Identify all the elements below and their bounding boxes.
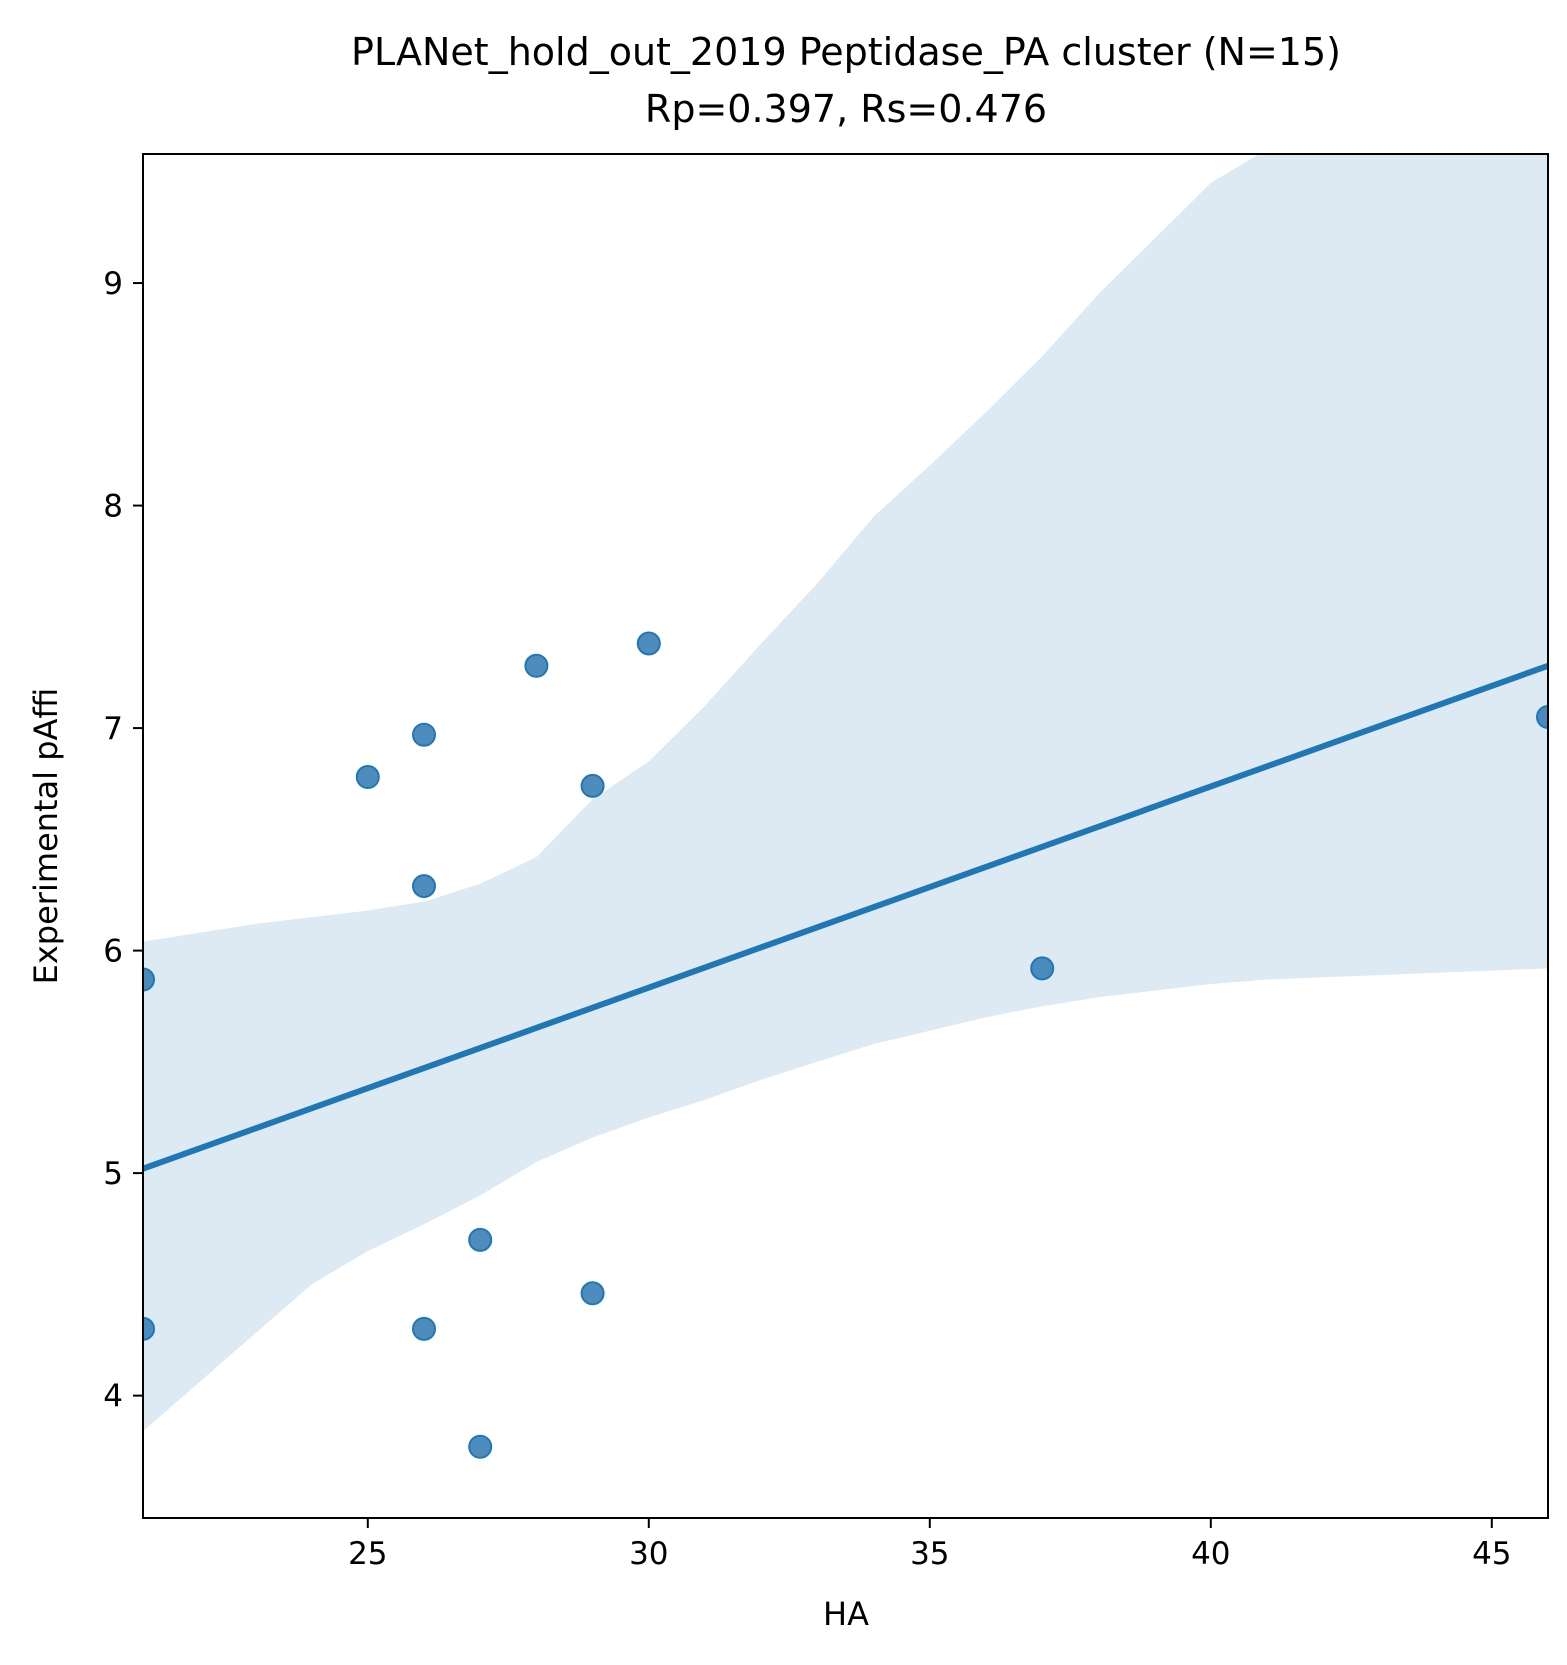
y-tick-label: 7 bbox=[103, 711, 123, 747]
plot-area bbox=[143, 154, 1548, 1459]
data-point-8 bbox=[468, 1434, 493, 1459]
x-axis: 25 30 35 40 45 bbox=[348, 1518, 1512, 1572]
x-tick-label: 45 bbox=[1472, 1536, 1511, 1572]
y-tick-label: 6 bbox=[103, 934, 123, 970]
data-point-6 bbox=[412, 1316, 436, 1341]
data-point-14 bbox=[1536, 704, 1548, 729]
plot-frame bbox=[142, 153, 1549, 1519]
y-axis-label: Experimental pAffi bbox=[27, 688, 65, 985]
data-point-2 bbox=[143, 1316, 155, 1341]
data-point-9 bbox=[524, 653, 549, 678]
data-point-10 bbox=[580, 773, 605, 798]
data-point-7 bbox=[468, 1227, 493, 1252]
y-axis: 4 5 6 7 8 9 bbox=[103, 266, 143, 1415]
y-tick-label: 5 bbox=[103, 1156, 123, 1192]
chart-title: PLANet_hold_out_2019 Peptidase_PA cluste… bbox=[351, 30, 1341, 74]
x-tick-label: 35 bbox=[910, 1536, 949, 1572]
data-point-11 bbox=[580, 1281, 605, 1306]
confidence-band bbox=[143, 154, 1548, 1432]
data-point-1 bbox=[143, 967, 155, 992]
data-point-5 bbox=[412, 874, 436, 899]
data-point-4 bbox=[412, 722, 436, 747]
data-points bbox=[143, 631, 1548, 1459]
data-point-3 bbox=[355, 765, 380, 790]
chart-subtitle: Rp=0.397, Rs=0.476 bbox=[645, 87, 1047, 131]
data-point-12 bbox=[636, 631, 661, 656]
y-tick-label: 8 bbox=[103, 489, 123, 525]
x-tick-label: 30 bbox=[629, 1536, 668, 1572]
y-tick-label: 4 bbox=[103, 1379, 123, 1415]
data-point-13 bbox=[1030, 956, 1055, 981]
x-tick-label: 40 bbox=[1191, 1536, 1230, 1572]
y-tick-label: 9 bbox=[103, 266, 123, 302]
regression-line bbox=[143, 662, 1548, 1172]
x-tick-label: 25 bbox=[348, 1536, 387, 1572]
x-axis-label: HA bbox=[823, 1595, 869, 1633]
